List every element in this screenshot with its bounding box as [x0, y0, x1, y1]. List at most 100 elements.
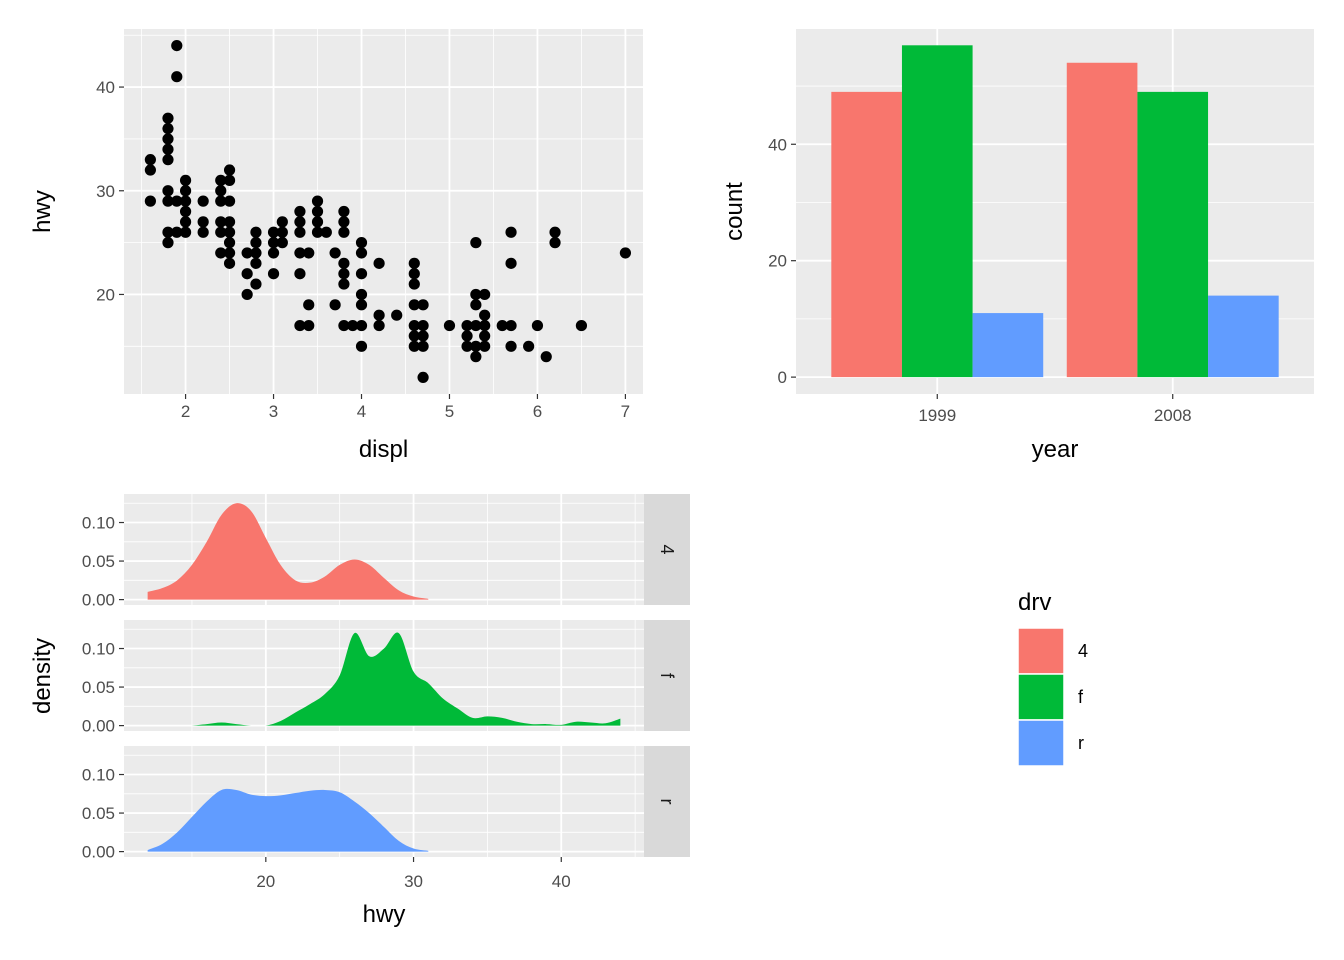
bar-4-1999 — [831, 91, 902, 378]
x-axis-title: displ — [359, 436, 408, 463]
data-point — [311, 216, 324, 228]
data-point — [197, 216, 209, 228]
data-point — [162, 122, 174, 135]
bar-r-1999 — [972, 313, 1044, 378]
data-point — [179, 185, 192, 197]
data-point — [338, 268, 350, 280]
data-point — [241, 288, 253, 301]
data-point — [215, 216, 227, 228]
data-point — [294, 216, 306, 228]
data-point — [373, 319, 385, 332]
y-tick-label: 0.05 — [82, 552, 115, 571]
x-tick-label: 3 — [269, 402, 278, 421]
facet-strip — [644, 746, 690, 857]
data-point — [303, 247, 315, 259]
data-point — [461, 340, 473, 352]
data-point — [470, 340, 482, 352]
data-point — [355, 237, 368, 249]
data-point — [294, 247, 306, 259]
data-point — [619, 247, 632, 259]
data-point — [215, 247, 227, 259]
data-point — [355, 299, 368, 311]
data-point — [311, 195, 324, 207]
legend-label: 4 — [1078, 641, 1088, 661]
data-point — [197, 195, 209, 207]
facet-strip-label: 4 — [657, 544, 677, 554]
legend-key-4 — [1017, 627, 1065, 675]
data-point — [215, 185, 227, 197]
x-tick-label: 1999 — [918, 406, 956, 425]
data-point — [355, 288, 368, 301]
x-tick-label: 4 — [357, 402, 366, 421]
y-tick-label: 0.05 — [82, 804, 115, 823]
data-point — [417, 371, 429, 384]
data-point — [338, 205, 350, 218]
x-axis-title: hwy — [363, 901, 406, 928]
data-point — [417, 319, 429, 332]
data-point — [355, 340, 368, 352]
data-point — [355, 319, 368, 332]
data-point — [408, 319, 420, 332]
data-point — [479, 340, 491, 352]
data-point — [276, 226, 288, 238]
data-point — [338, 319, 350, 332]
data-point — [505, 257, 517, 269]
legend-key-f — [1017, 673, 1065, 721]
x-tick-label: 7 — [621, 402, 630, 421]
y-tick-label: 0.10 — [82, 766, 115, 785]
facet-f: 0.00 0.05 0.10 f — [82, 620, 690, 736]
data-point — [329, 247, 341, 259]
data-point — [311, 226, 324, 238]
y-axis-title: density — [29, 638, 56, 714]
data-point — [276, 216, 288, 228]
data-point — [144, 195, 156, 207]
data-point — [179, 174, 192, 186]
bar-f-1999 — [901, 45, 973, 378]
data-point — [179, 205, 192, 218]
data-point — [171, 226, 183, 238]
data-point — [443, 319, 456, 332]
data-point — [408, 278, 420, 290]
data-point — [575, 319, 588, 332]
data-point — [162, 154, 174, 166]
data-point — [179, 226, 192, 238]
data-point — [505, 319, 517, 332]
facet-strip — [644, 494, 690, 605]
data-point — [549, 226, 561, 238]
data-point — [223, 174, 236, 186]
data-point — [144, 154, 156, 166]
facet-strip-label: f — [657, 673, 677, 679]
data-point — [373, 309, 385, 321]
data-point — [223, 226, 236, 238]
legend-drv: drv 4 f r — [1017, 589, 1088, 767]
y-tick-label: 0.10 — [82, 640, 115, 659]
data-point — [329, 299, 341, 311]
y-tick-label: 0 — [778, 368, 787, 387]
data-point — [391, 309, 403, 321]
data-point — [223, 164, 236, 176]
data-point — [171, 71, 183, 83]
legend-label: r — [1078, 733, 1084, 753]
data-point — [417, 340, 429, 352]
y-tick-label: 20 — [768, 252, 787, 271]
data-point — [250, 226, 262, 238]
y-tick-label: 0.00 — [82, 717, 115, 736]
data-point — [223, 195, 236, 207]
data-point — [470, 351, 482, 363]
bar-f-2008 — [1137, 91, 1209, 378]
data-point — [250, 278, 262, 290]
data-point — [355, 268, 368, 280]
plot-panel — [124, 29, 643, 394]
data-point — [162, 112, 174, 124]
density-area-r — [147, 788, 429, 852]
data-point — [241, 268, 253, 280]
x-tick-label: 30 — [404, 872, 423, 891]
data-point — [355, 247, 368, 259]
y-tick-label: 30 — [96, 182, 115, 201]
data-point — [505, 340, 517, 352]
data-point — [311, 205, 324, 218]
data-point — [250, 247, 262, 259]
density-area-f — [191, 632, 621, 726]
y-axis-title: hwy — [29, 190, 56, 233]
